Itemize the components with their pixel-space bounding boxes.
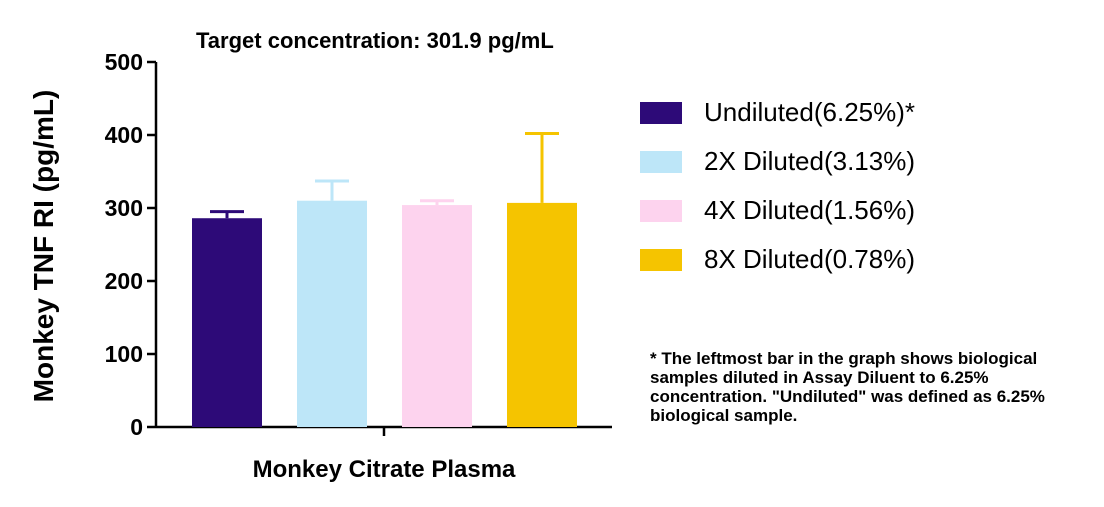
- legend-swatch: [640, 199, 682, 222]
- bar: [402, 205, 472, 427]
- legend: Undiluted(6.25%)* 2X Diluted(3.13%) 4X D…: [640, 88, 915, 284]
- legend-item-8x-diluted: 8X Diluted(0.78%): [640, 235, 915, 284]
- y-tick-label: 100: [105, 341, 143, 367]
- legend-item-4x-diluted: 4X Diluted(1.56%): [640, 186, 915, 235]
- legend-label: 2X Diluted(3.13%): [704, 146, 915, 176]
- bar: [192, 218, 262, 427]
- y-tick-label: 300: [105, 195, 143, 221]
- legend-swatch: [640, 248, 682, 271]
- footnote: * The leftmost bar in the graph shows bi…: [650, 349, 1045, 425]
- bar: [297, 200, 367, 427]
- legend-swatch: [640, 150, 682, 173]
- legend-label: 4X Diluted(1.56%): [704, 195, 915, 225]
- legend-swatch: [640, 101, 682, 124]
- y-tick-label: 500: [105, 49, 143, 75]
- y-tick-label: 0: [130, 414, 143, 440]
- y-tick-label: 400: [105, 122, 143, 148]
- legend-item-undiluted: Undiluted(6.25%)*: [640, 88, 915, 137]
- chart-title: Target concentration: 301.9 pg/mL: [196, 28, 554, 53]
- legend-label: 8X Diluted(0.78%): [704, 244, 915, 274]
- legend-label: Undiluted(6.25%)*: [704, 97, 916, 127]
- y-tick-label: 200: [105, 268, 143, 294]
- legend-item-2x-diluted: 2X Diluted(3.13%): [640, 137, 915, 186]
- x-axis-label: Monkey Citrate Plasma: [252, 456, 516, 483]
- y-axis-label: Monkey TNF RI (pg/mL): [28, 89, 59, 403]
- bar: [507, 202, 577, 427]
